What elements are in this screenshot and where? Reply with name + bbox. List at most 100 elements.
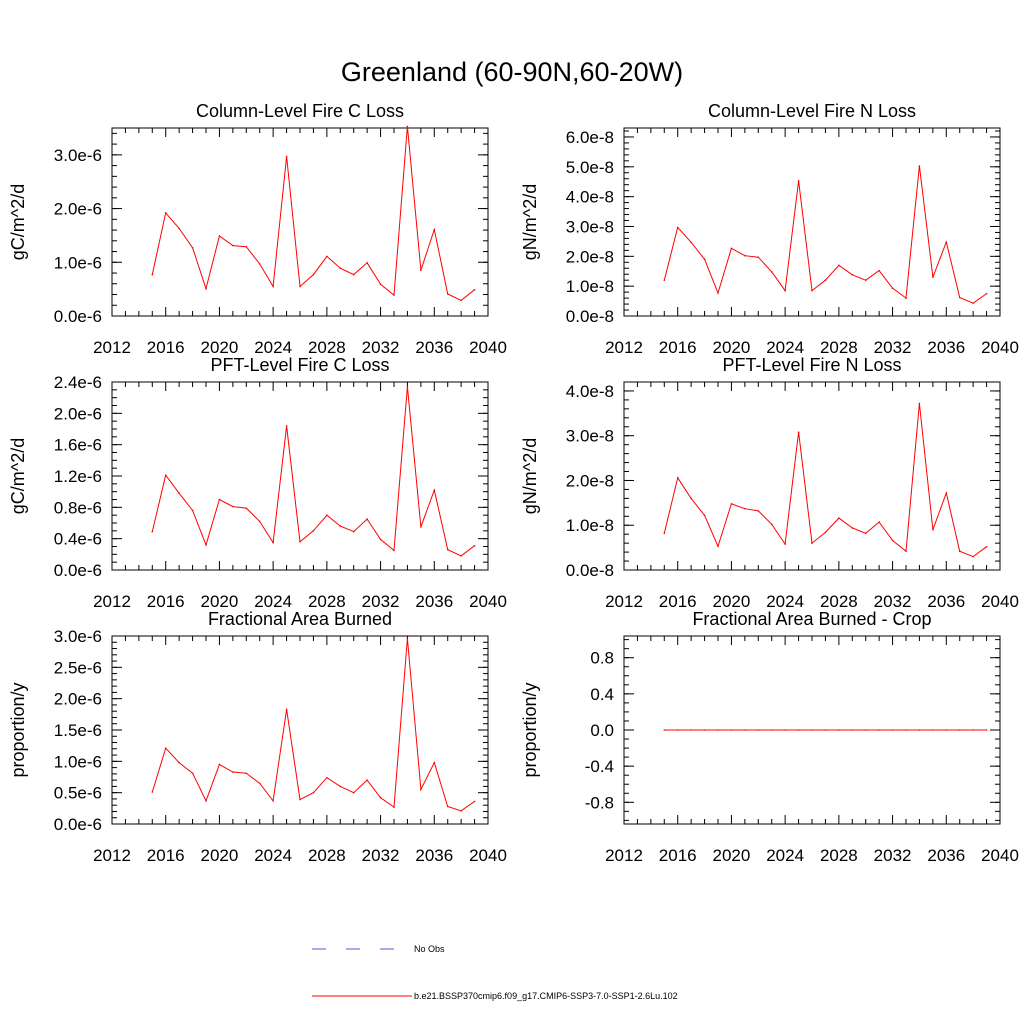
pft-level-fire-n-loss-data-point bbox=[757, 510, 760, 512]
column-level-fire-n-loss-x-tick-label: 2032 bbox=[874, 338, 912, 357]
column-level-fire-n-loss-x-tick-label: 2036 bbox=[927, 338, 965, 357]
column-level-fire-n-loss-data-point bbox=[891, 287, 894, 290]
fractional-area-burned-x-tick-label: 2024 bbox=[254, 846, 292, 865]
column-level-fire-n-loss-x-tick-label: 2028 bbox=[820, 338, 858, 357]
column-level-fire-n-loss-x-tick-label: 2040 bbox=[981, 338, 1019, 357]
fractional-area-burned-data-point bbox=[191, 772, 194, 775]
pft-level-fire-n-loss-title: PFT-Level Fire N Loss bbox=[722, 355, 901, 375]
fractional-area-burned-x-tick-label: 2012 bbox=[93, 846, 131, 865]
fractional-area-burned-crop-data-point bbox=[985, 729, 988, 731]
column-level-fire-c-loss-data-point bbox=[366, 262, 368, 264]
column-level-fire-n-loss-data-point bbox=[945, 241, 948, 243]
fractional-area-burned-y-tick-label: 3.0e-6 bbox=[54, 627, 102, 646]
pft-level-fire-c-loss-data-point bbox=[218, 498, 221, 501]
fractional-area-burned-crop-title: Fractional Area Burned - Crop bbox=[692, 609, 931, 629]
fractional-area-burned-crop-y-tick-label: 0.0 bbox=[590, 721, 614, 740]
fractional-area-burned-crop-data-point bbox=[676, 729, 679, 731]
column-level-fire-c-loss-y-tick-label: 1.0e-6 bbox=[54, 253, 102, 272]
column-level-fire-n-loss-data-point bbox=[730, 247, 733, 250]
column-level-fire-n-loss-data-point bbox=[757, 256, 760, 259]
pft-level-fire-c-loss-data-point bbox=[406, 385, 409, 388]
column-level-fire-c-loss-data-point bbox=[460, 299, 462, 302]
fractional-area-burned-crop-x-tick-label: 2036 bbox=[927, 846, 965, 865]
pft-level-fire-c-loss-data-point bbox=[473, 544, 476, 547]
fractional-area-burned-data-point bbox=[258, 782, 261, 785]
fractional-area-burned-y-tick-label: 0.5e-6 bbox=[54, 784, 102, 803]
column-level-fire-n-loss-data-point bbox=[744, 254, 746, 257]
column-level-fire-n-loss-data-point bbox=[690, 241, 692, 244]
pft-level-fire-n-loss-data-point bbox=[891, 539, 894, 542]
pft-level-fire-c-loss-y-tick-label: 0.0e-6 bbox=[54, 561, 102, 580]
fractional-area-burned-y-tick-label: 1.5e-6 bbox=[54, 721, 102, 740]
fractional-area-burned-x-tick-label: 2040 bbox=[469, 846, 507, 865]
column-level-fire-n-loss-data-point bbox=[824, 279, 827, 281]
pft-level-fire-c-loss-y-tick-label: 1.2e-6 bbox=[54, 467, 102, 486]
column-level-fire-n-loss-data-point bbox=[918, 165, 921, 167]
column-level-fire-c-loss-x-tick-label: 2020 bbox=[201, 338, 239, 357]
column-level-fire-n-loss-data-point bbox=[972, 302, 974, 304]
pft-level-fire-c-loss-y-tick-label: 2.0e-6 bbox=[54, 404, 102, 423]
pft-level-fire-c-loss-x-tick-label: 2020 bbox=[201, 592, 239, 611]
column-level-fire-n-loss-y-tick-label: 5.0e-8 bbox=[566, 158, 614, 177]
pft-level-fire-n-loss-data-point bbox=[838, 517, 840, 519]
column-level-fire-n-loss-data-point bbox=[932, 276, 934, 279]
fractional-area-burned-crop-data-point bbox=[784, 729, 786, 731]
column-level-fire-c-loss-data-point bbox=[420, 269, 422, 272]
fractional-area-burned-crop-x-tick-label: 2028 bbox=[820, 846, 858, 865]
fractional-area-burned-data-point bbox=[420, 788, 422, 791]
fractional-area-burned-data-point bbox=[326, 776, 328, 779]
figure-title: Greenland (60-90N,60-20W) bbox=[341, 57, 683, 87]
column-level-fire-c-loss-x-tick-label: 2016 bbox=[147, 338, 185, 357]
pft-level-fire-c-loss-data-point bbox=[299, 541, 301, 543]
pft-level-fire-n-loss-y-tick-label: 1.0e-8 bbox=[566, 516, 614, 535]
pft-level-fire-n-loss-data-point bbox=[958, 550, 961, 552]
column-level-fire-c-loss-y-tick-label: 3.0e-6 bbox=[54, 146, 102, 165]
pft-level-fire-n-loss-data-point bbox=[864, 532, 867, 535]
column-level-fire-c-loss-data-point bbox=[299, 285, 301, 288]
column-level-fire-c-loss-data-point bbox=[164, 212, 167, 214]
pft-level-fire-n-loss-x-tick-label: 2012 bbox=[605, 592, 643, 611]
column-level-fire-n-loss-y-axis-label: gN/m^2/d bbox=[520, 184, 540, 260]
pft-level-fire-c-loss-x-tick-label: 2028 bbox=[308, 592, 346, 611]
fractional-area-burned-crop-x-tick-label: 2032 bbox=[874, 846, 912, 865]
pft-level-fire-c-loss-data-point bbox=[272, 541, 274, 544]
fractional-area-burned-data-point bbox=[205, 800, 207, 802]
fractional-area-burned-crop-data-point bbox=[811, 729, 813, 731]
fractional-area-burned-data-point bbox=[379, 796, 382, 799]
fractional-area-burned-crop-data-point bbox=[945, 729, 948, 731]
fractional-area-burned-y-tick-label: 2.0e-6 bbox=[54, 690, 102, 709]
fractional-area-burned-data-point bbox=[366, 779, 368, 781]
pft-level-fire-n-loss-x-tick-label: 2024 bbox=[766, 592, 804, 611]
pft-level-fire-c-loss-y-axis-label: gC/m^2/d bbox=[8, 438, 28, 514]
pft-level-fire-n-loss-y-axis-label: gN/m^2/d bbox=[520, 438, 540, 514]
pft-level-fire-c-loss-data-point bbox=[285, 425, 288, 427]
fractional-area-burned-x-tick-label: 2036 bbox=[415, 846, 453, 865]
pft-level-fire-n-loss-data-point bbox=[717, 545, 719, 548]
pft-level-fire-c-loss-x-tick-label: 2024 bbox=[254, 592, 292, 611]
column-level-fire-c-loss-data-point bbox=[393, 294, 395, 296]
fractional-area-burned-crop-data-point bbox=[851, 729, 854, 731]
fractional-area-burned-crop-data-point bbox=[838, 729, 840, 731]
pft-level-fire-n-loss-data-point bbox=[972, 555, 974, 558]
column-level-fire-c-loss-y-tick-label: 0.0e-6 bbox=[54, 307, 102, 326]
fractional-area-burned-data-point bbox=[339, 785, 342, 788]
pft-level-fire-c-loss-x-tick-label: 2036 bbox=[415, 592, 453, 611]
column-level-fire-n-loss-data-point bbox=[864, 279, 867, 281]
fractional-area-burned-crop-data-point bbox=[770, 729, 773, 731]
column-level-fire-c-loss-data-point bbox=[352, 273, 355, 276]
fractional-area-burned-crop-data-point bbox=[757, 729, 760, 731]
pft-level-fire-c-loss-data-point bbox=[312, 530, 315, 532]
column-level-fire-n-loss-x-tick-label: 2016 bbox=[659, 338, 697, 357]
column-level-fire-c-loss-data-point bbox=[178, 227, 180, 230]
fractional-area-burned-crop-data-point bbox=[918, 729, 921, 731]
fractional-area-burned-data-point bbox=[178, 761, 180, 764]
column-level-fire-c-loss-x-tick-label: 2040 bbox=[469, 338, 507, 357]
fractional-area-burned-crop-y-tick-label: 0.8 bbox=[590, 649, 614, 668]
fractional-area-burned-data-point bbox=[151, 791, 154, 793]
column-level-fire-c-loss-data-point bbox=[272, 285, 274, 288]
fractional-area-burned-data-point bbox=[285, 708, 288, 711]
panels: Column-Level Fire C Loss gC/m^2/d 2012 2016… bbox=[8, 101, 1019, 865]
column-level-fire-c-loss-data-point bbox=[151, 273, 154, 276]
column-level-fire-c-loss-data-point bbox=[245, 245, 248, 248]
